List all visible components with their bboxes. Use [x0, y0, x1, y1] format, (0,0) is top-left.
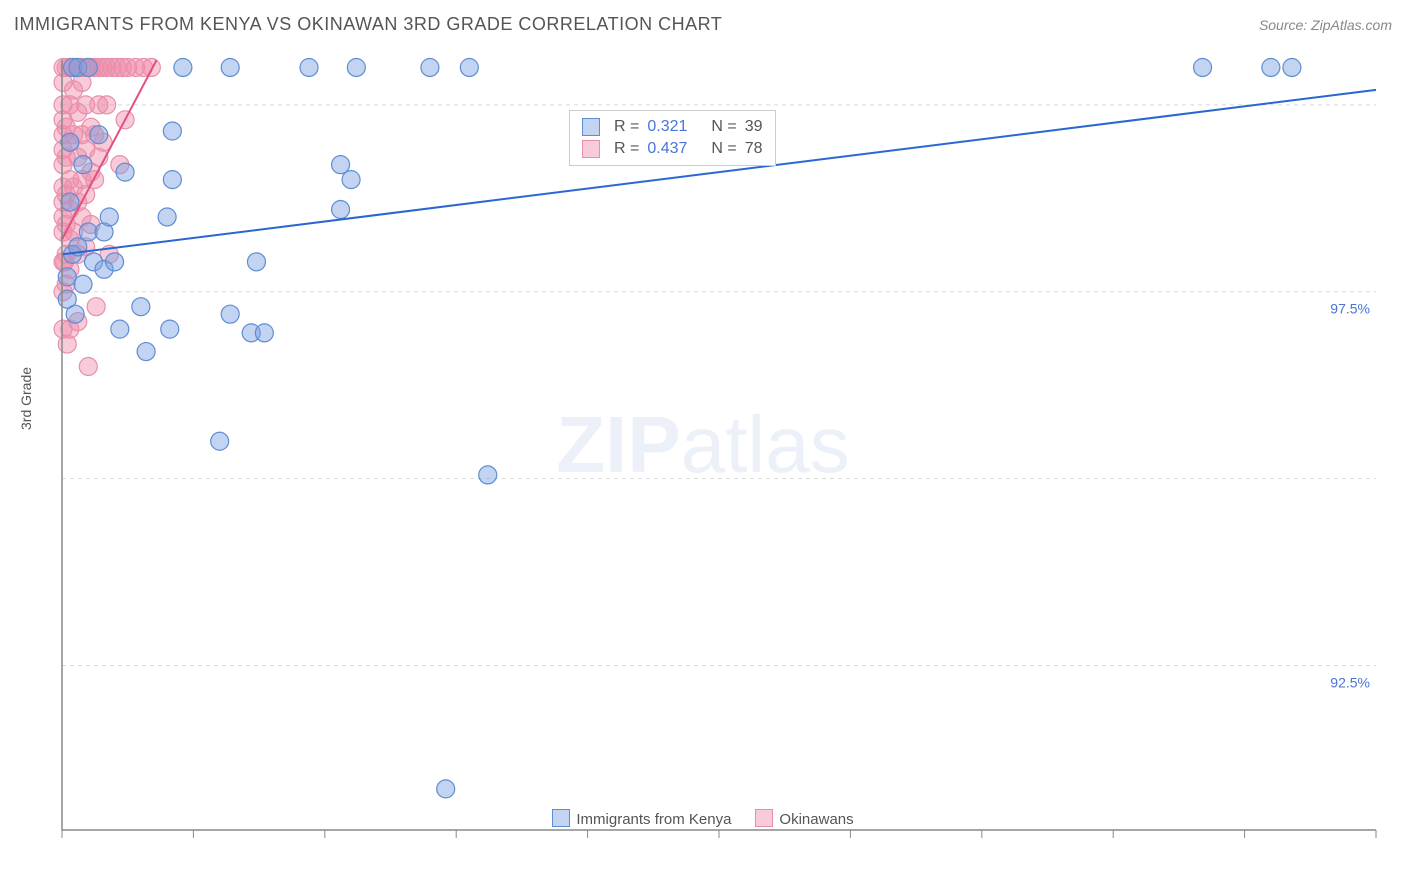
n-value: 39 [745, 118, 763, 136]
chart-area: 3rd Grade 92.5%97.5%0.0%25.0% ZIPatlas R… [14, 50, 1392, 840]
svg-text:92.5%: 92.5% [1330, 675, 1370, 691]
legend-item: Immigrants from Kenya [552, 809, 731, 828]
legend-item: Okinawans [755, 809, 853, 828]
r-label: R = [614, 118, 639, 136]
chart-title: IMMIGRANTS FROM KENYA VS OKINAWAN 3RD GR… [14, 14, 722, 35]
swatch-icon [582, 118, 600, 136]
swatch-icon [552, 809, 570, 827]
legend-label: Okinawans [779, 811, 853, 828]
r-value: 0.321 [647, 118, 687, 136]
r-value: 0.437 [647, 140, 687, 158]
r-label: R = [614, 140, 639, 158]
series-legend: Immigrants from Kenya Okinawans [14, 809, 1392, 828]
legend-label: Immigrants from Kenya [576, 811, 731, 828]
legend-row: R = 0.321 N = 39 [582, 116, 763, 138]
legend-row: R = 0.437 N = 78 [582, 138, 763, 160]
header: IMMIGRANTS FROM KENYA VS OKINAWAN 3RD GR… [0, 0, 1406, 41]
correlation-legend: R = 0.321 N = 39 R = 0.437 N = 78 [569, 110, 776, 166]
n-label: N = [711, 140, 736, 158]
n-label: N = [711, 118, 736, 136]
svg-text:97.5%: 97.5% [1330, 301, 1370, 317]
swatch-icon [755, 809, 773, 827]
source-label: Source: ZipAtlas.com [1259, 17, 1392, 33]
n-value: 78 [745, 140, 763, 158]
swatch-icon [582, 140, 600, 158]
scatter-plot: 92.5%97.5%0.0%25.0% [14, 50, 1392, 840]
